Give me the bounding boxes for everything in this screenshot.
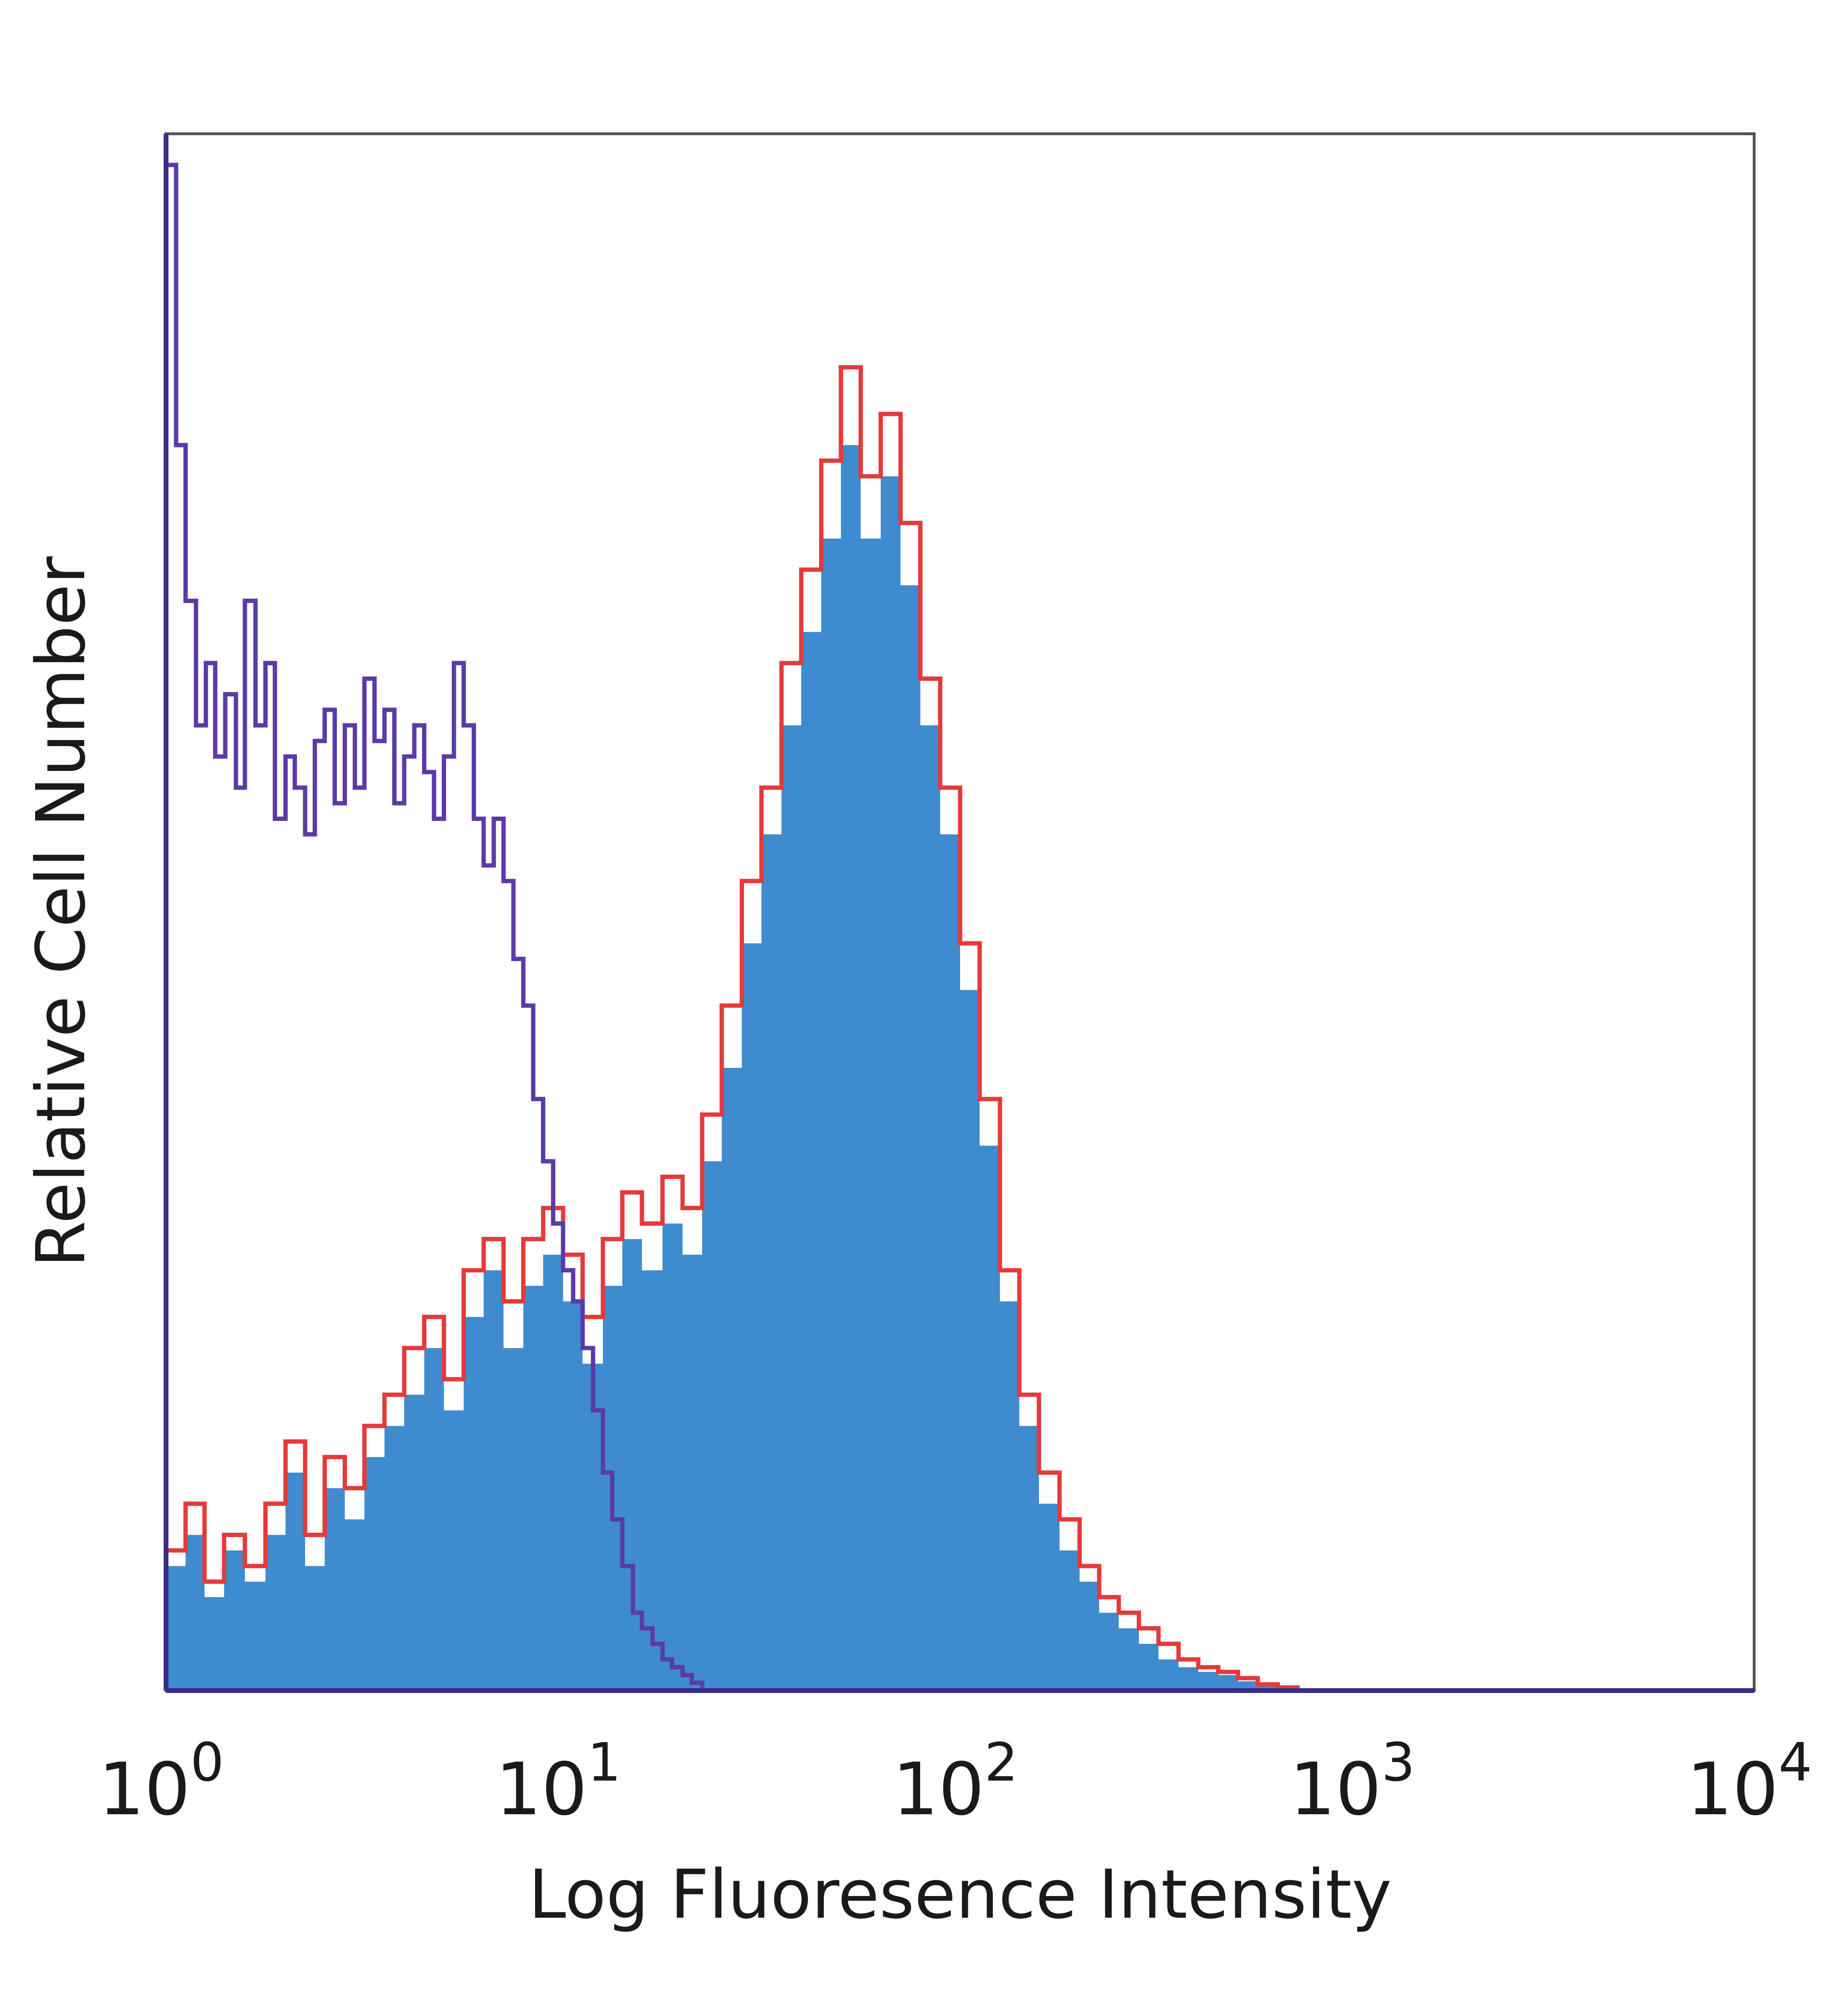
x-tick-label-4: 104 xyxy=(1687,1731,1812,1832)
series-outline-histogram-2 xyxy=(164,163,1754,1693)
y-axis-title: Relative Cell Number xyxy=(22,556,101,1268)
x-tick-label-2: 102 xyxy=(893,1731,1018,1832)
x-tick-label-0: 100 xyxy=(99,1731,224,1832)
x-tick-label-1: 101 xyxy=(496,1731,621,1832)
series-outline-histogram-1 xyxy=(164,365,1300,1691)
x-tick-label-3: 103 xyxy=(1290,1731,1415,1832)
x-axis-title: Log Fluoresence Intensity xyxy=(528,1856,1392,1934)
series-layer xyxy=(164,163,1754,1693)
x-tick-labels: 100 101 102 103 104 xyxy=(99,1731,1812,1832)
